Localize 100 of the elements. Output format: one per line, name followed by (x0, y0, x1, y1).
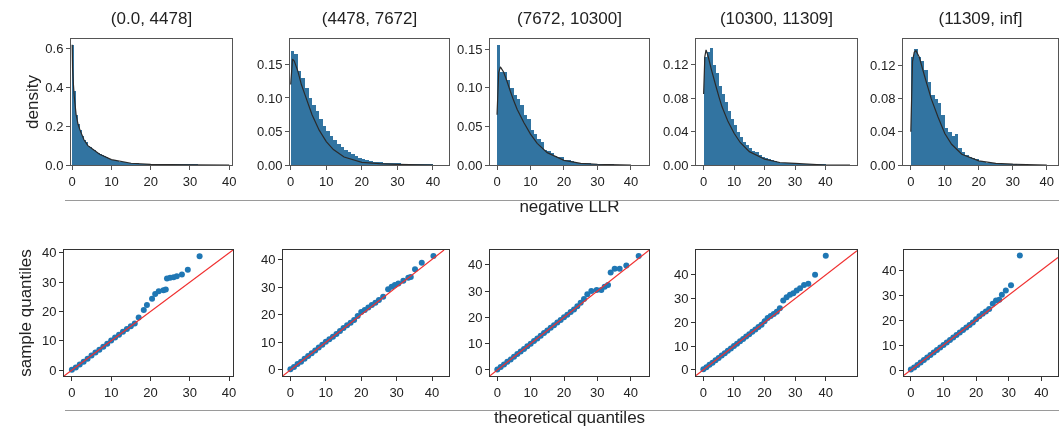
x-tick-label: 0 (699, 384, 707, 400)
x-tick-label: 10 (318, 384, 334, 400)
y-tick-label: 0.05 (257, 124, 283, 140)
chart-title: (7672, 10300] (517, 8, 622, 28)
x-tick-label: 0 (700, 173, 708, 189)
y-axis-title: density (23, 74, 42, 129)
y-tick-label: 0.04 (663, 124, 689, 140)
y-tick-label: 30 (467, 283, 483, 299)
y-tick-label: 40 (467, 257, 483, 273)
chart-title: (4478, 7672] (321, 8, 418, 28)
x-tick-label: 0 (286, 384, 295, 400)
x-tick-label: 40 (1034, 384, 1049, 400)
y-tick-label: 0 (681, 362, 689, 378)
x-tick-label: 20 (556, 384, 572, 400)
y-tick-label: 20 (260, 307, 276, 323)
y-tick-label: 0 (268, 362, 276, 378)
y-tick-label: 0.6 (45, 41, 64, 57)
x-tick-label: 30 (590, 384, 605, 400)
y-tick-label: 40 (41, 245, 57, 261)
x-tick-label: 40 (623, 173, 639, 189)
x-tick-label: 0 (907, 384, 915, 400)
y-tick-label: 0.10 (257, 90, 283, 106)
x-tick-label: 10 (104, 173, 119, 189)
y-tick-label: 0.12 (870, 58, 896, 74)
y-tick-label: 40 (260, 251, 276, 267)
y-tick-label: 10 (260, 334, 276, 350)
y-tick-label: 10 (41, 333, 57, 349)
x-tick-label: 0 (493, 384, 501, 400)
y-tick-label: 0 (49, 362, 57, 378)
y-tick-label: 10 (881, 337, 897, 353)
y-tick-label: 0.00 (870, 157, 896, 173)
x-tick-label: 30 (1005, 173, 1021, 189)
x-tick-label: 40 (221, 384, 237, 400)
x-tick-label: 10 (936, 384, 951, 400)
x-tick-label: 10 (319, 173, 334, 189)
x-tick-label: 40 (623, 384, 638, 400)
x-tick-label: 20 (971, 173, 987, 189)
y-tick-label: 0.2 (45, 118, 64, 134)
y-tick-label: 40 (673, 267, 689, 283)
x-tick-label: 30 (182, 384, 197, 400)
x-tick-label: 0 (493, 173, 501, 189)
y-tick-label: 0.08 (870, 91, 896, 107)
y-tick-label: 0.00 (257, 157, 283, 173)
chart-title: (0.0, 4478] (110, 8, 193, 28)
x-tick-label: 10 (937, 173, 953, 189)
y-tick-label: 20 (467, 309, 483, 325)
x-tick-label: 30 (787, 384, 803, 400)
y-tick-label: 10 (467, 336, 483, 352)
y-tick-label: 0.4 (45, 80, 64, 96)
y-tick-label: 0.00 (457, 157, 483, 173)
x-tick-label: 20 (143, 173, 158, 189)
x-tick-label: 40 (424, 384, 440, 400)
y-tick-label: 0.04 (870, 124, 896, 140)
y-tick-label: 0.05 (457, 118, 483, 134)
y-tick-label: 30 (260, 279, 276, 295)
x-tick-label: 40 (818, 173, 833, 189)
y-axis-title: sample quantiles (16, 249, 35, 377)
y-tick-label: 0 (889, 362, 897, 378)
y-tick-label: 20 (881, 312, 897, 328)
x-tick-label: 20 (968, 384, 984, 400)
x-tick-label: 30 (389, 384, 404, 400)
y-tick-label: 10 (673, 338, 689, 354)
x-tick-label: 20 (757, 173, 772, 189)
y-tick-label: 30 (41, 274, 57, 290)
x-tick-label: 40 (818, 384, 834, 400)
x-tick-label: 30 (1001, 384, 1016, 400)
x-tick-label: 0 (68, 173, 76, 189)
y-tick-label: 20 (41, 304, 57, 320)
x-tick-label: 30 (787, 173, 803, 189)
x-tick-label: 20 (353, 384, 369, 400)
x-tick-label: 10 (523, 173, 538, 189)
y-tick-label: 0.08 (663, 90, 689, 106)
y-tick-label: 30 (673, 291, 689, 307)
x-tick-label: 0 (68, 384, 76, 400)
x-tick-label: 10 (523, 384, 538, 400)
chart-title: (10300, 11309] (719, 8, 834, 28)
x-tick-label: 20 (556, 173, 572, 189)
x-tick-label: 0 (907, 173, 915, 189)
x-tick-label: 40 (1039, 173, 1055, 189)
x-tick-label: 10 (726, 384, 742, 400)
x-tick-label: 40 (222, 173, 237, 189)
y-tick-label: 0.0 (45, 157, 64, 173)
y-tick-label: 0 (475, 362, 483, 378)
y-tick-label: 0.15 (257, 57, 283, 73)
y-tick-label: 0.12 (663, 57, 689, 73)
x-tick-label: 20 (354, 173, 370, 189)
x-tick-label: 30 (590, 173, 605, 189)
chart-title: (11309, inf] (938, 8, 1023, 28)
y-tick-label: 0.10 (457, 80, 483, 96)
x-tick-label: 20 (757, 384, 772, 400)
y-tick-label: 20 (673, 314, 689, 330)
x-tick-label: 30 (390, 173, 405, 189)
x-tick-label: 0 (287, 173, 295, 189)
x-tick-label: 40 (425, 173, 441, 189)
x-tick-label: 10 (103, 384, 119, 400)
x-tick-label: 10 (726, 173, 742, 189)
y-tick-label: 0.00 (663, 157, 689, 173)
y-tick-label: 40 (881, 262, 897, 278)
x-axis-title: theoretical quantiles (493, 408, 646, 427)
x-tick-label: 20 (143, 384, 158, 400)
